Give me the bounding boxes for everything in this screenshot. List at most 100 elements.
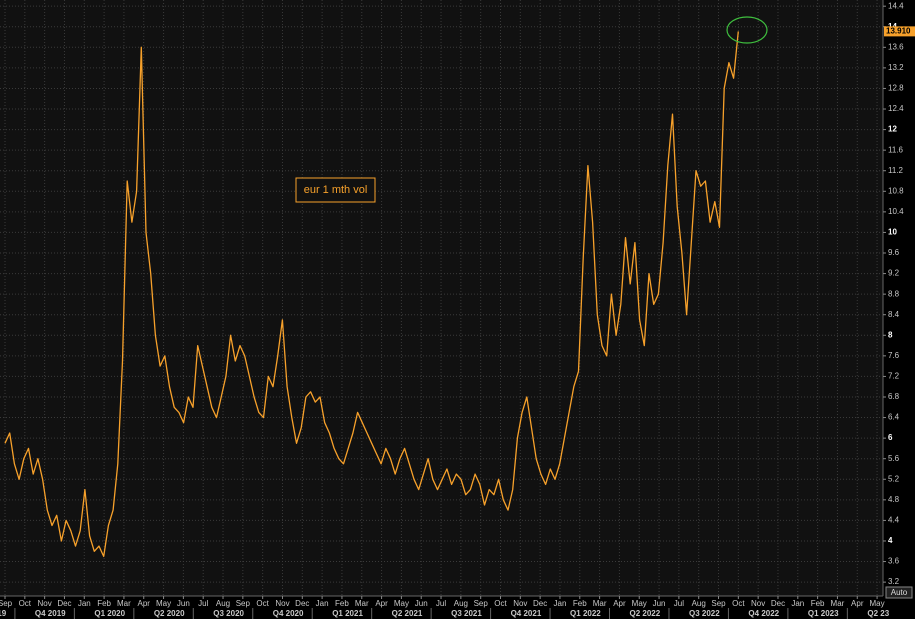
x-tick-label: Dec: [57, 599, 71, 608]
x-tick-label: Oct: [19, 599, 32, 608]
x-tick-label: Feb: [573, 599, 587, 608]
quarter-label: Q1 2023: [808, 609, 839, 618]
x-tick-label: Sep: [0, 599, 13, 608]
x-tick-label: Aug: [216, 599, 230, 608]
x-tick-label: Jul: [674, 599, 684, 608]
y-tick-label: 5.6: [888, 454, 900, 463]
y-tick-label: 12.4: [888, 104, 904, 113]
y-tick-label: 3.6: [888, 557, 900, 566]
x-tick-label: May: [394, 599, 409, 608]
x-tick-label: Mar: [355, 599, 369, 608]
x-tick-label: Aug: [454, 599, 468, 608]
y-tick-label: 7.2: [888, 372, 900, 381]
x-tick-label: Jul: [436, 599, 446, 608]
x-tick-label: Sep: [711, 599, 726, 608]
x-tick-label: Jan: [316, 599, 329, 608]
x-tick-label: Nov: [38, 599, 52, 608]
quarter-label: Q2 2021: [392, 609, 423, 618]
y-tick-label: 7.6: [888, 351, 900, 360]
y-tick-label: 4.4: [888, 516, 900, 525]
y-tick-label: 8.8: [888, 289, 900, 298]
quarter-label: Q1 2022: [570, 609, 601, 618]
x-tick-label: Aug: [692, 599, 706, 608]
y-tick-label: 8.4: [888, 310, 900, 319]
series-line: [4, 31, 739, 558]
x-tick-label: Nov: [513, 599, 527, 608]
y-tick-label: 12.8: [888, 84, 904, 93]
x-tick-label: Dec: [295, 599, 309, 608]
y-tick-label: 10: [888, 228, 897, 237]
x-tick-label: Feb: [335, 599, 349, 608]
y-axis-area: [883, 0, 915, 619]
y-tick-label: 9.6: [888, 248, 900, 257]
x-tick-label: Apr: [613, 599, 626, 608]
x-tick-label: Nov: [275, 599, 289, 608]
quarter-label: Q2 2020: [154, 609, 185, 618]
y-tick-label: 11.6: [888, 145, 904, 154]
last-value-label: 13.910: [886, 26, 911, 35]
y-tick-label: 13.2: [888, 63, 904, 72]
x-tick-label: Apr: [138, 599, 151, 608]
y-tick-label: 10.8: [888, 186, 904, 195]
quarter-label: Q4 2021: [511, 609, 542, 618]
y-tick-label: 12: [888, 125, 897, 134]
x-tick-label: Jan: [78, 599, 91, 608]
x-tick-label: Dec: [771, 599, 785, 608]
x-tick-label: Apr: [851, 599, 864, 608]
last-value-box: [884, 26, 915, 37]
x-tick-label: May: [156, 599, 171, 608]
quarter-label: Q2 2022: [630, 609, 661, 618]
x-tick-label: Dec: [533, 599, 547, 608]
y-tick-label: 10.4: [888, 207, 904, 216]
quarter-label: Q4 2022: [748, 609, 779, 618]
y-tick-label: 9.2: [888, 269, 900, 278]
quarter-label: Q3 2021: [451, 609, 482, 618]
quarter-label: Q1 2020: [94, 609, 125, 618]
x-tick-label: Mar: [117, 599, 131, 608]
x-tick-label: May: [870, 599, 885, 608]
x-tick-label: Jun: [177, 599, 190, 608]
y-tick-label: 8: [888, 330, 893, 339]
legend-box: [295, 177, 376, 203]
quarter-label: Q1 2021: [332, 609, 363, 618]
quarter-label: Q3 2020: [213, 609, 244, 618]
y-tick-label: 6.8: [888, 392, 900, 401]
x-tick-label: Nov: [751, 599, 765, 608]
y-tick-label: 5.2: [888, 474, 900, 483]
x-tick-label: Sep: [474, 599, 489, 608]
x-tick-label: Oct: [256, 599, 269, 608]
y-tick-label: 13.6: [888, 42, 904, 51]
y-tick-label: 14: [888, 22, 897, 31]
x-tick-label: Jan: [791, 599, 804, 608]
x-tick-label: Mar: [831, 599, 845, 608]
x-tick-label: Jan: [554, 599, 567, 608]
y-tick-label: 14.4: [888, 1, 904, 10]
x-tick-label: Feb: [97, 599, 111, 608]
legend-label: eur 1 mth vol: [304, 184, 368, 196]
y-tick-label: 3.2: [888, 577, 900, 586]
x-tick-label: Oct: [494, 599, 507, 608]
x-tick-label: Jun: [415, 599, 428, 608]
quarter-label: Q4 2020: [273, 609, 304, 618]
y-tick-label: 4: [888, 536, 893, 545]
x-tick-label: Oct: [732, 599, 745, 608]
highlight-circle: [726, 16, 768, 44]
x-tick-label: Jun: [653, 599, 666, 608]
x-tick-label: Jul: [198, 599, 208, 608]
x-tick-label: Feb: [811, 599, 825, 608]
y-tick-label: 6.4: [888, 413, 900, 422]
auto-button-label[interactable]: Auto: [891, 588, 908, 597]
x-tick-label: Apr: [375, 599, 388, 608]
x-tick-label: Mar: [593, 599, 607, 608]
quarter-label: Q2 23: [867, 609, 889, 618]
quarter-label: Q3 2019: [0, 609, 7, 618]
quarter-label: Q4 2019: [35, 609, 66, 618]
auto-button[interactable]: [885, 586, 913, 599]
y-tick-label: 4.8: [888, 495, 900, 504]
y-tick-label: 6: [888, 433, 893, 442]
x-tick-label: Sep: [236, 599, 251, 608]
quarter-label: Q3 2022: [689, 609, 720, 618]
x-tick-label: May: [632, 599, 647, 608]
y-tick-label: 11.2: [888, 166, 904, 175]
